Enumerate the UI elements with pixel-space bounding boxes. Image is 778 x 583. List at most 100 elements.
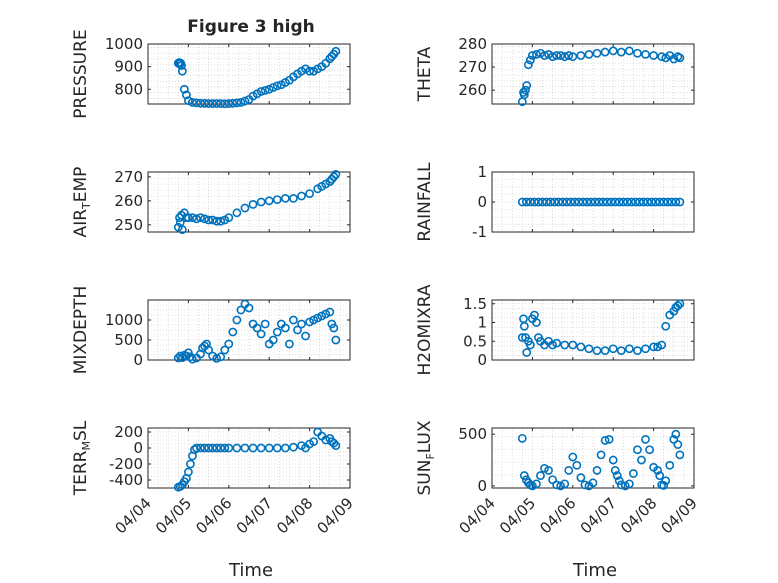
y-axis-label: H2OMIXRA bbox=[415, 284, 435, 375]
data-point bbox=[572, 460, 582, 470]
data-point bbox=[556, 51, 566, 60]
data-point bbox=[552, 480, 562, 490]
data-point bbox=[592, 346, 602, 356]
data-point bbox=[220, 345, 230, 355]
data-point bbox=[177, 353, 187, 362]
data-point bbox=[216, 443, 226, 453]
data-point bbox=[645, 445, 654, 455]
data-point bbox=[610, 197, 620, 207]
data-point bbox=[280, 193, 290, 203]
data-point bbox=[530, 197, 539, 207]
data-point bbox=[629, 469, 638, 478]
data-point bbox=[232, 443, 242, 453]
subplot-rainfall: -1 0 1 RAINFALL bbox=[415, 162, 695, 242]
data-point bbox=[216, 99, 226, 108]
data-point bbox=[236, 98, 246, 107]
data-point bbox=[284, 339, 294, 349]
axes-box bbox=[491, 43, 695, 105]
data-point bbox=[610, 466, 620, 475]
y-tick-label: 270 bbox=[114, 168, 143, 186]
data-point bbox=[600, 346, 610, 356]
data-point bbox=[305, 66, 314, 76]
data-point bbox=[212, 99, 222, 108]
data-point bbox=[590, 197, 600, 207]
y-axis-label: PRESSURE bbox=[71, 29, 91, 118]
y-axis-label-subscript: T bbox=[80, 202, 93, 210]
y-axis-label-main: AIR bbox=[71, 209, 91, 238]
data-point bbox=[566, 197, 576, 207]
y-tick-label: -400 bbox=[109, 471, 143, 489]
subplot-pressure: 800 900 1000 PRESSURE bbox=[71, 29, 351, 119]
data-point bbox=[329, 172, 339, 182]
subplot-terr: -400-2000200TERRMSL04/0404/0504/0604/070… bbox=[71, 420, 357, 537]
data-point bbox=[289, 315, 298, 325]
data-point bbox=[675, 299, 685, 309]
subplot-air: 250 260 270 AIRTEMP bbox=[71, 167, 351, 238]
y-axis-label-main: THETA bbox=[415, 46, 435, 102]
data-point bbox=[232, 208, 242, 218]
y-axis-label-main: SUN bbox=[415, 460, 435, 496]
data-point bbox=[624, 479, 634, 489]
data-point bbox=[256, 87, 266, 96]
data-point bbox=[200, 443, 209, 453]
data-point bbox=[519, 314, 528, 324]
y-tick-label: 900 bbox=[114, 58, 143, 76]
data-point bbox=[177, 225, 187, 234]
data-point bbox=[232, 315, 242, 325]
subplot-sun: 0 500 SUNFLUX 04/0404/0504/0604/0704/0804/0… bbox=[415, 420, 701, 537]
data-point bbox=[228, 327, 238, 337]
data-point bbox=[329, 438, 339, 448]
data-point bbox=[331, 169, 341, 179]
data-point bbox=[224, 443, 234, 453]
data-point bbox=[584, 49, 594, 59]
data-point bbox=[657, 340, 667, 350]
axes-box bbox=[147, 171, 351, 233]
data-point bbox=[325, 307, 335, 317]
data-point bbox=[188, 354, 197, 364]
data-point bbox=[592, 48, 602, 58]
data-point bbox=[519, 471, 529, 480]
y-tick-label: 0 bbox=[477, 477, 487, 495]
data-point bbox=[616, 47, 626, 57]
data-point bbox=[216, 352, 226, 362]
data-point bbox=[522, 81, 532, 90]
data-point bbox=[232, 98, 242, 108]
data-point bbox=[248, 199, 258, 209]
y-axis-label-rest: SL bbox=[71, 420, 91, 441]
subplot-mixdepth: 0 500 1000 MIXDEPTH bbox=[71, 286, 351, 374]
data-point bbox=[280, 323, 290, 333]
data-point bbox=[568, 452, 578, 462]
data-point bbox=[179, 84, 189, 94]
data-point bbox=[196, 443, 205, 453]
data-point bbox=[240, 443, 250, 453]
data-point bbox=[272, 195, 282, 204]
y-tick-label: 0 bbox=[133, 351, 143, 369]
x-tick-label: 04/08 bbox=[273, 494, 316, 537]
data-point bbox=[651, 197, 661, 207]
y-tick-label: 0.5 bbox=[463, 332, 487, 350]
data-point bbox=[663, 197, 673, 207]
data-point bbox=[675, 450, 685, 460]
data-point bbox=[224, 213, 234, 222]
data-point bbox=[538, 197, 547, 207]
data-point bbox=[208, 443, 218, 453]
subplot-h2omixra: 00.511.5 H2OMIXRA bbox=[415, 284, 695, 376]
data-point bbox=[200, 214, 209, 224]
y-tick-label: 500 bbox=[458, 425, 487, 443]
data-point bbox=[574, 197, 584, 207]
y-tick-label: 1 bbox=[477, 314, 487, 332]
x-tick-label: 04/07 bbox=[233, 494, 276, 537]
data-point bbox=[576, 342, 586, 352]
data-point bbox=[216, 216, 226, 226]
data-point bbox=[301, 331, 310, 341]
data-point bbox=[637, 455, 646, 465]
data-point bbox=[519, 321, 529, 331]
axes-box bbox=[147, 299, 351, 361]
data-point bbox=[224, 99, 234, 108]
data-point bbox=[665, 460, 675, 470]
data-point bbox=[517, 333, 527, 342]
data-point bbox=[639, 197, 648, 207]
data-point bbox=[264, 443, 274, 453]
data-point bbox=[331, 441, 341, 450]
